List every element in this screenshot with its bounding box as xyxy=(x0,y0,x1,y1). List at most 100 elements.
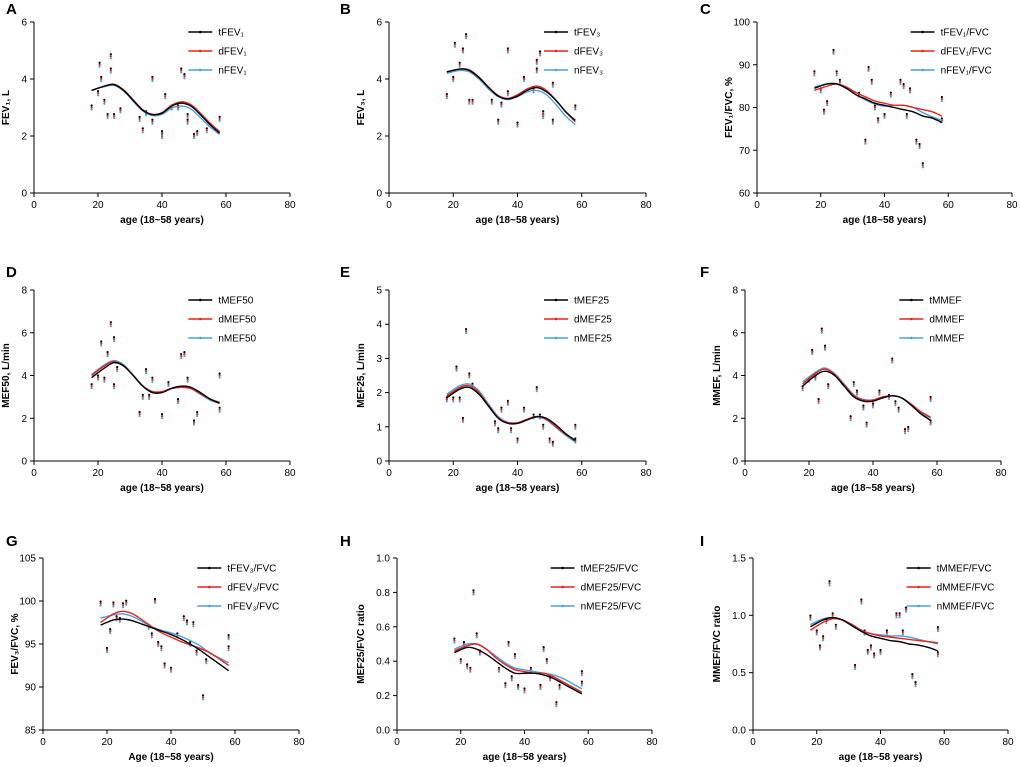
data-point xyxy=(227,636,230,639)
y-axis-label: FEV₁/FVC, % xyxy=(724,77,735,138)
data-point xyxy=(813,72,816,75)
data-point xyxy=(865,425,868,428)
data-point xyxy=(823,344,827,347)
data-point xyxy=(112,114,116,118)
data-point xyxy=(827,387,830,390)
data-point xyxy=(574,104,577,107)
x-tick-label: 20 xyxy=(803,468,815,479)
data-point xyxy=(465,33,468,36)
data-point xyxy=(183,75,186,78)
data-point xyxy=(513,656,517,660)
data-point xyxy=(109,71,112,74)
series-line-dominant xyxy=(454,643,583,693)
data-point xyxy=(218,372,221,375)
data-point xyxy=(176,400,180,403)
series-line-dominant xyxy=(446,68,576,123)
data-point xyxy=(192,136,196,140)
data-point xyxy=(461,418,464,422)
data-point xyxy=(192,132,196,136)
data-point xyxy=(867,69,870,73)
data-point xyxy=(455,365,458,368)
data-point xyxy=(815,633,818,636)
data-point xyxy=(458,63,461,66)
data-point xyxy=(144,114,148,117)
data-point xyxy=(157,644,160,648)
data-point xyxy=(580,670,583,673)
x-tick-label: 80 xyxy=(284,468,296,479)
data-point xyxy=(186,120,189,123)
legend-label: tMEF50 xyxy=(218,296,253,307)
y-tick-label: 0.5 xyxy=(732,668,746,679)
data-point xyxy=(532,413,535,416)
data-point xyxy=(504,686,507,689)
legend-label: dMEF25/FVC xyxy=(581,583,642,594)
series-line-dominant xyxy=(814,83,943,117)
data-point xyxy=(185,619,189,622)
data-point xyxy=(870,80,873,83)
data-point xyxy=(105,646,109,650)
data-point xyxy=(150,632,153,635)
data-point xyxy=(109,628,112,631)
y-tick-label: 1 xyxy=(376,422,382,433)
data-point xyxy=(574,427,577,430)
data-point xyxy=(196,414,199,418)
data-point xyxy=(227,645,230,648)
data-point xyxy=(871,406,875,409)
x-tick-label: 40 xyxy=(512,468,524,479)
data-point xyxy=(164,95,167,98)
data-point xyxy=(218,119,221,122)
data-point xyxy=(509,431,513,434)
legend-marker xyxy=(199,30,202,34)
data-point xyxy=(883,112,886,116)
data-point xyxy=(182,615,185,618)
legend-label: nFEV₃ xyxy=(574,66,603,77)
data-point xyxy=(452,400,455,403)
data-point xyxy=(500,101,503,104)
data-point xyxy=(539,683,542,687)
data-point xyxy=(815,629,818,632)
legend-marker xyxy=(921,68,924,72)
data-point xyxy=(176,398,180,401)
data-point xyxy=(471,98,474,101)
data-point xyxy=(103,380,106,383)
data-point xyxy=(469,668,472,671)
data-point xyxy=(822,110,826,113)
data-point xyxy=(883,116,886,120)
data-point xyxy=(555,701,558,704)
x-tick-label: 40 xyxy=(875,737,887,748)
data-point xyxy=(555,703,558,706)
legend-marker xyxy=(561,604,564,608)
data-point xyxy=(905,112,908,116)
data-point xyxy=(160,645,163,648)
data-point xyxy=(538,52,542,55)
x-axis-label: age (18~58 years) xyxy=(476,483,560,494)
data-point xyxy=(894,400,897,403)
panel-letter: B xyxy=(340,1,351,18)
data-point xyxy=(517,685,520,689)
data-point xyxy=(862,408,865,411)
data-point xyxy=(907,429,910,433)
data-point xyxy=(452,77,455,81)
data-point xyxy=(504,682,507,685)
series-line-total xyxy=(100,618,230,672)
data-point xyxy=(535,67,538,70)
data-point xyxy=(867,67,870,71)
data-point xyxy=(535,62,538,65)
data-point xyxy=(864,142,867,145)
x-tick-label: 0 xyxy=(386,200,392,211)
y-tick-label: 4 xyxy=(21,75,27,86)
series-line-total xyxy=(446,68,576,121)
data-point xyxy=(453,639,456,642)
data-point xyxy=(167,382,170,386)
panel-i: I 0 20 40 60 80 0.0 0.5 1.0 1.5 age (18~58 years) M… xyxy=(700,533,1014,763)
data-point xyxy=(580,684,583,687)
data-point xyxy=(465,329,468,333)
data-point xyxy=(160,647,163,650)
data-point xyxy=(125,601,128,604)
x-tick-label: 20 xyxy=(92,468,104,479)
data-point xyxy=(517,683,520,687)
legend-label: dFEV₃ xyxy=(574,47,603,58)
data-point xyxy=(160,132,164,135)
data-point xyxy=(542,646,545,649)
x-tick-label: 60 xyxy=(939,737,951,748)
